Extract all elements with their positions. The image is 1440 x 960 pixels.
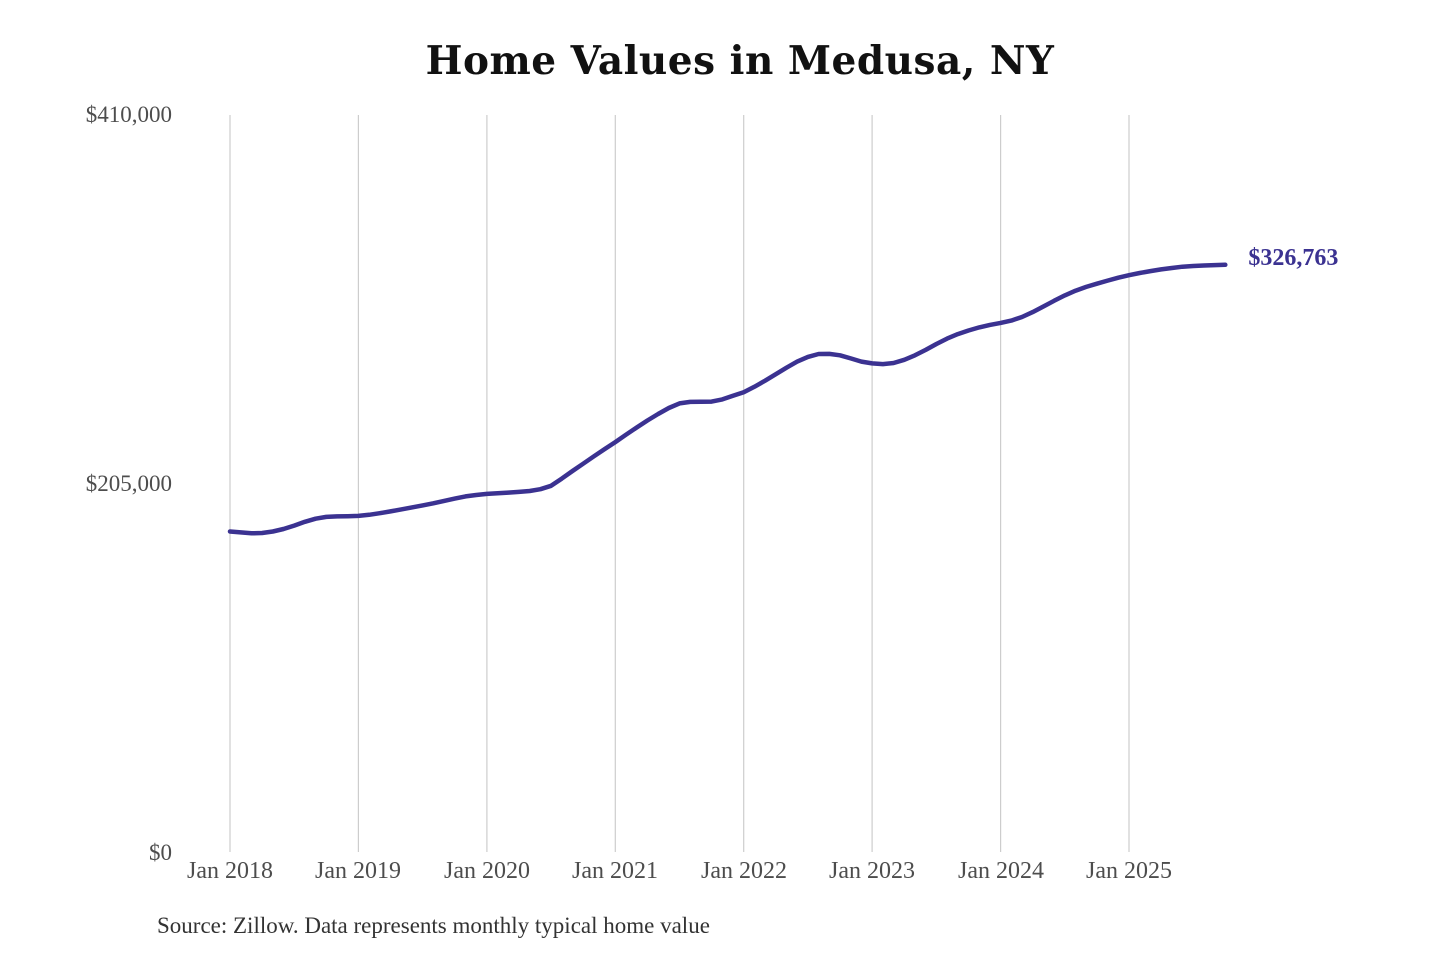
- home-value-line: [227, 262, 1228, 536]
- x-tick-label-2018: Jan 2018: [187, 858, 273, 884]
- x-tick-label-2025: Jan 2025: [1086, 858, 1172, 884]
- x-tick-label-2019: Jan 2019: [315, 858, 401, 884]
- vertical-gridlines: [229, 115, 1130, 852]
- chart-title: Home Values in Medusa, NY: [425, 38, 1055, 84]
- y-tick-label-0: $0: [149, 840, 172, 865]
- y-tick-label-205000: $205,000: [85, 471, 172, 496]
- x-tick-label-2023: Jan 2023: [829, 858, 915, 884]
- x-tick-label-2024: Jan 2024: [958, 858, 1044, 884]
- source-note: Source: Zillow. Data represents monthly …: [157, 913, 710, 938]
- x-tick-label-2022: Jan 2022: [701, 858, 787, 884]
- x-tick-label-2021: Jan 2021: [572, 858, 658, 884]
- x-tick-label-2020: Jan 2020: [444, 858, 530, 884]
- y-tick-label-410000: $410,000: [85, 102, 172, 127]
- end-value-label: $326,763: [1248, 244, 1339, 271]
